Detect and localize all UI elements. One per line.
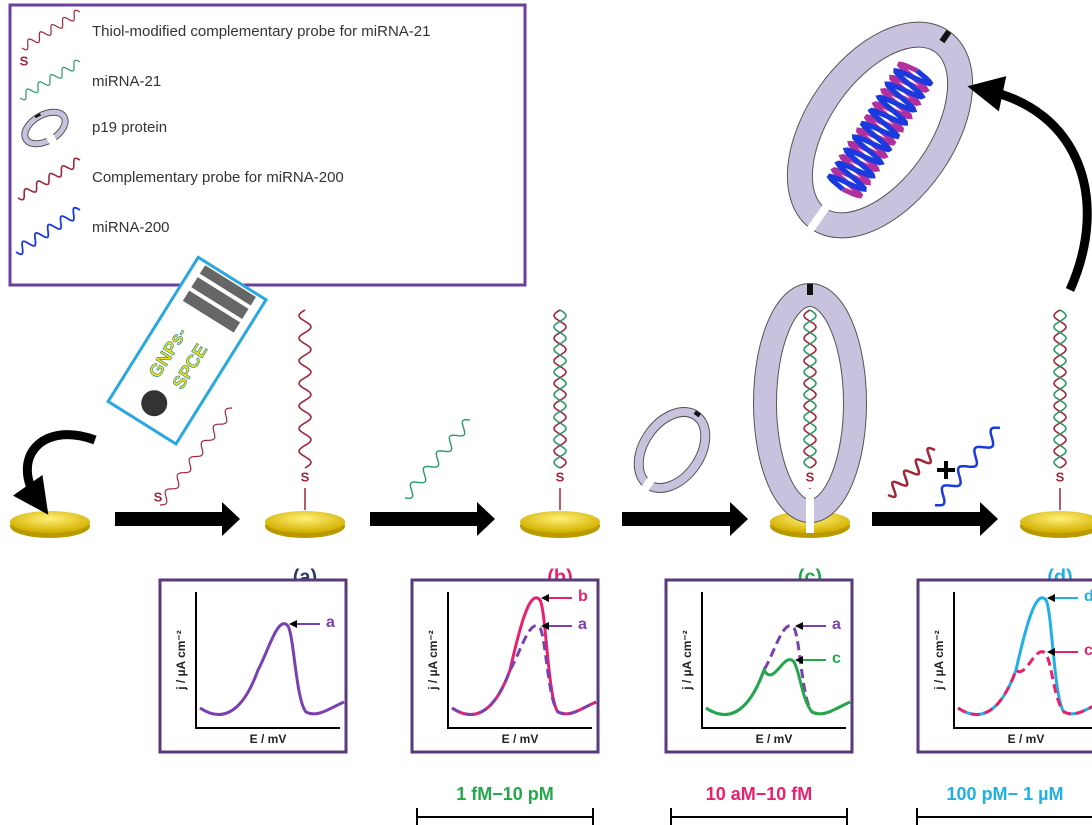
range-bracket [917,808,1092,825]
legend-item: miRNA-21 [92,73,161,90]
s-label: S [806,469,815,484]
curved-arrow [985,90,1087,290]
strand [1054,310,1066,468]
scheme: Thiol-modified complementary probe for m… [0,0,1092,825]
strand [554,310,566,468]
range-label: 1 fM−10 pM [456,784,554,804]
legend-item: Thiol-modified complementary probe for m… [92,23,430,40]
protein [620,396,721,507]
x-axis-label: E / mV [1008,732,1045,746]
protein-gap [806,489,814,533]
plot: j / µA cm⁻² E / mV a [160,580,346,752]
legend-item: Complementary probe for miRNA-200 [92,169,344,186]
y-axis-label: j / µA cm⁻² [426,630,440,690]
s-label: S [1056,469,1065,484]
legend-box [10,5,525,285]
range-bracket [417,808,593,825]
range-label: 100 pM− 1 µM [947,784,1064,804]
electrode [265,511,345,533]
s-label: S [20,53,29,68]
curve-label: d [1084,588,1092,605]
electrode [10,511,90,533]
y-axis-label: j / µA cm⁻² [680,630,694,690]
plot: j / µA cm⁻² E / mV ac [666,580,852,752]
curve-label: c [1084,642,1092,659]
arrow [622,502,748,536]
arrow [370,502,495,536]
curve-label: a [326,614,335,631]
range-bracket [671,808,847,825]
plot: j / µA cm⁻² E / mV d c [918,580,1092,752]
curve-label: b [578,588,588,605]
curve-label: a [832,616,841,633]
legend-item: p19 protein [92,119,167,136]
s-label: S [556,469,565,484]
plot: j / µA cm⁻² E / mV ba [412,580,598,752]
strand [405,420,470,499]
legend-item: miRNA-200 [92,219,170,236]
arrow [115,502,240,536]
curve-label: a [578,616,587,633]
s-label: S [301,469,310,484]
x-axis-label: E / mV [502,732,539,746]
strand [299,310,311,468]
s-label: S [154,489,163,504]
curve-label: c [832,650,841,667]
curved-arrow [27,435,95,500]
protein-mark [807,284,813,295]
arrow [872,502,998,536]
x-axis-label: E / mV [756,732,793,746]
y-axis-label: j / µA cm⁻² [932,630,946,690]
x-axis-label: E / mV [250,732,287,746]
y-axis-label: j / µA cm⁻² [174,630,188,690]
protein-body [625,400,719,501]
plus [937,461,955,479]
strand [804,310,816,468]
range-label: 10 aM−10 fM [706,784,813,804]
strand [888,448,935,497]
electrode [520,511,600,533]
